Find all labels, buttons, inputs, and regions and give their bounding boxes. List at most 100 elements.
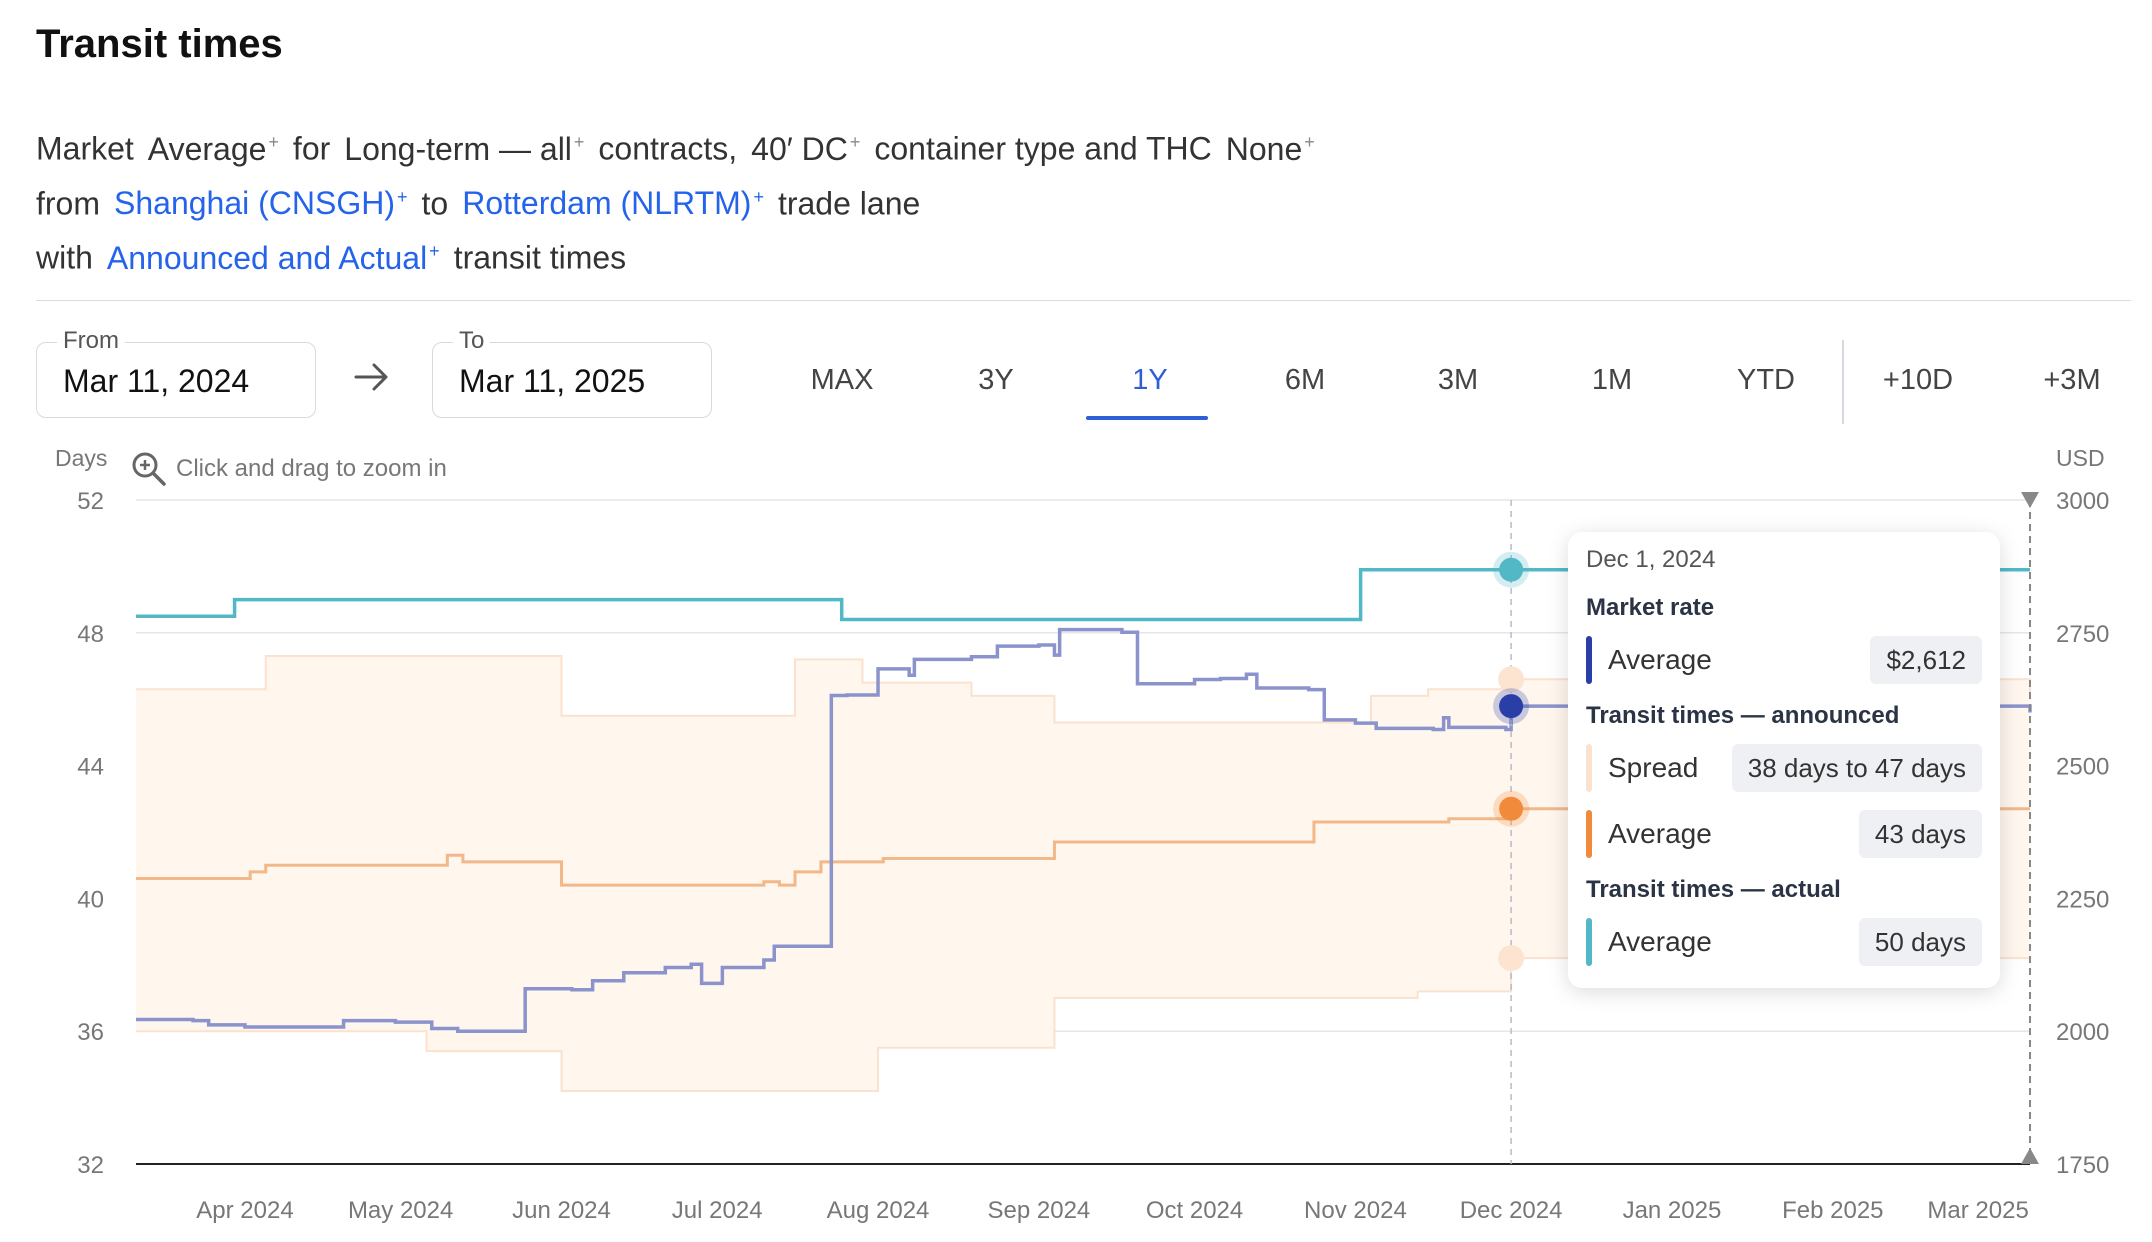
divider <box>36 300 2131 301</box>
range-button[interactable]: 3M <box>1437 364 1479 396</box>
description-text: Market <box>36 131 134 167</box>
active-range-indicator <box>1086 416 1208 420</box>
filter-link[interactable]: Shanghai (CNSGH) + <box>114 185 408 221</box>
range-end-top-marker <box>2021 492 2039 508</box>
right-tick-label: 2500 <box>2056 754 2109 781</box>
right-axis-unit: USD <box>2056 445 2105 471</box>
series-swatch <box>1586 918 1592 966</box>
zoom-hint-text: Click and drag to zoom in <box>176 455 447 482</box>
description: Market Average + for Long-term — all + contrac… <box>36 118 1315 282</box>
description-token: with <box>36 239 93 276</box>
description-text: from <box>36 185 100 221</box>
description-token: from <box>36 185 100 222</box>
tooltip-row: Average $2,612 <box>1586 636 1982 684</box>
x-tick-label: Aug 2024 <box>827 1197 930 1224</box>
right-tick-label: 2250 <box>2056 886 2109 913</box>
description-line-1: Market Average + for Long-term — all + contrac… <box>36 118 1315 173</box>
left-tick-label: 36 <box>77 1019 104 1046</box>
description-token: contracts, <box>598 130 738 167</box>
tooltip-row: Average 43 days <box>1586 810 1982 858</box>
series-swatch <box>1586 744 1592 792</box>
description-token: Average <box>147 130 267 167</box>
from-date-field[interactable]: From Mar 11, 2024 <box>36 327 316 418</box>
zoom-in-icon <box>132 452 166 486</box>
description-token: container type and THC <box>874 130 1212 167</box>
to-date-field[interactable]: To Mar 11, 2025 <box>432 327 712 418</box>
series-swatch <box>1586 810 1592 858</box>
description-text: with <box>36 240 93 276</box>
range-button[interactable]: +3M <box>2043 364 2101 396</box>
from-date-label: From <box>57 327 125 355</box>
range-button[interactable]: 3Y <box>978 364 1014 396</box>
spread-high-dot <box>1498 666 1525 693</box>
x-tick-label: Oct 2024 <box>1146 1197 1243 1224</box>
plus-icon: + <box>1304 132 1315 152</box>
to-date-label: To <box>453 327 491 355</box>
filter-link[interactable]: Announced and Actual + <box>107 240 440 276</box>
range-button[interactable]: MAX <box>810 364 874 396</box>
x-tick-label: Jan 2025 <box>1623 1197 1722 1224</box>
right-tick-label: 3000 <box>2056 488 2109 515</box>
page-title: Transit times <box>36 22 283 66</box>
to-date-value[interactable]: Mar 11, 2025 <box>459 363 646 399</box>
range-button[interactable]: +10D <box>1882 364 1954 396</box>
announced-average-line <box>136 807 2030 887</box>
description-text[interactable]: Average + <box>148 131 279 167</box>
description-token: for <box>292 130 331 167</box>
description-token: transit times <box>453 239 627 276</box>
tooltip-row-name: Spread <box>1608 752 1699 783</box>
spread-high-line <box>136 655 2031 724</box>
range-button[interactable]: 6M <box>1284 364 1326 396</box>
description-token: Shanghai (CNSGH) <box>114 185 395 222</box>
description-token: trade lane <box>777 185 921 222</box>
description-text[interactable]: None + <box>1226 131 1315 167</box>
spread-low-line <box>136 957 2030 1092</box>
range-button[interactable]: 1M <box>1591 364 1633 396</box>
x-tick-label: Apr 2024 <box>196 1197 293 1224</box>
tooltip-section-title: Transit times — announced <box>1586 702 1900 729</box>
from-date-value[interactable]: Mar 11, 2024 <box>63 363 250 399</box>
plus-icon: + <box>429 241 440 262</box>
range-button[interactable]: YTD <box>1737 364 1795 396</box>
range-button[interactable]: 1Y <box>1132 364 1168 396</box>
left-tick-label: 32 <box>77 1152 104 1179</box>
description-token: to <box>421 185 449 222</box>
tooltip-row-value: 38 days to 47 days <box>1731 744 1982 792</box>
left-axis-unit: Days <box>55 445 108 471</box>
x-tick-label: Jul 2024 <box>672 1197 763 1224</box>
actual-dot <box>1499 557 1524 582</box>
tooltip-row-name: Average <box>1608 926 1712 957</box>
x-tick-label: Jun 2024 <box>512 1197 611 1224</box>
description-text: transit times <box>454 240 626 276</box>
actual-average-line <box>136 567 2030 622</box>
description-text[interactable]: 40′ DC + <box>751 131 860 167</box>
description-text: for <box>293 131 330 167</box>
range-divider <box>1842 340 1844 424</box>
market-rate-dot <box>1499 694 1524 719</box>
left-tick-label: 40 <box>77 886 104 913</box>
description-text[interactable]: Long-term — all + <box>344 131 584 167</box>
tooltip-row-value: 43 days <box>1858 810 1982 858</box>
tooltip-row-value: 50 days <box>1858 918 1982 966</box>
description-token: None <box>1225 130 1303 167</box>
right-tick-label: 1750 <box>2056 1152 2109 1179</box>
tooltip-date: Dec 1, 2024 <box>1586 546 1716 573</box>
description-text: container type and THC <box>874 131 1211 167</box>
plus-icon: + <box>849 132 861 152</box>
tooltip-row: Average 50 days <box>1586 918 1982 966</box>
filter-link[interactable]: Rotterdam (NLRTM) + <box>462 185 764 221</box>
description-token: Announced and Actual <box>106 239 428 276</box>
transit-times-chart[interactable]: 32 36 40 44 48 52 1750 2000 2250 2500 2750 3000 Apr … <box>0 460 2152 1242</box>
tooltip-row: Spread 38 days to 47 days <box>1586 744 1982 792</box>
description-text: contracts, <box>598 131 737 167</box>
tooltip-row-name: Average <box>1608 644 1712 675</box>
description-text: trade lane <box>778 185 920 221</box>
series-swatch <box>1586 636 1592 684</box>
description-line-3: with Announced and Actual + transit times <box>36 227 1315 282</box>
x-tick-label: Dec 2024 <box>1460 1197 1563 1224</box>
x-tick-label: Sep 2024 <box>988 1197 1091 1224</box>
description-line-2: from Shanghai (CNSGH) + to Rotterdam (NLRTM)… <box>36 173 1315 228</box>
tooltip-row-value: $2,612 <box>1870 636 1982 684</box>
market-rate-line <box>136 627 2032 1033</box>
